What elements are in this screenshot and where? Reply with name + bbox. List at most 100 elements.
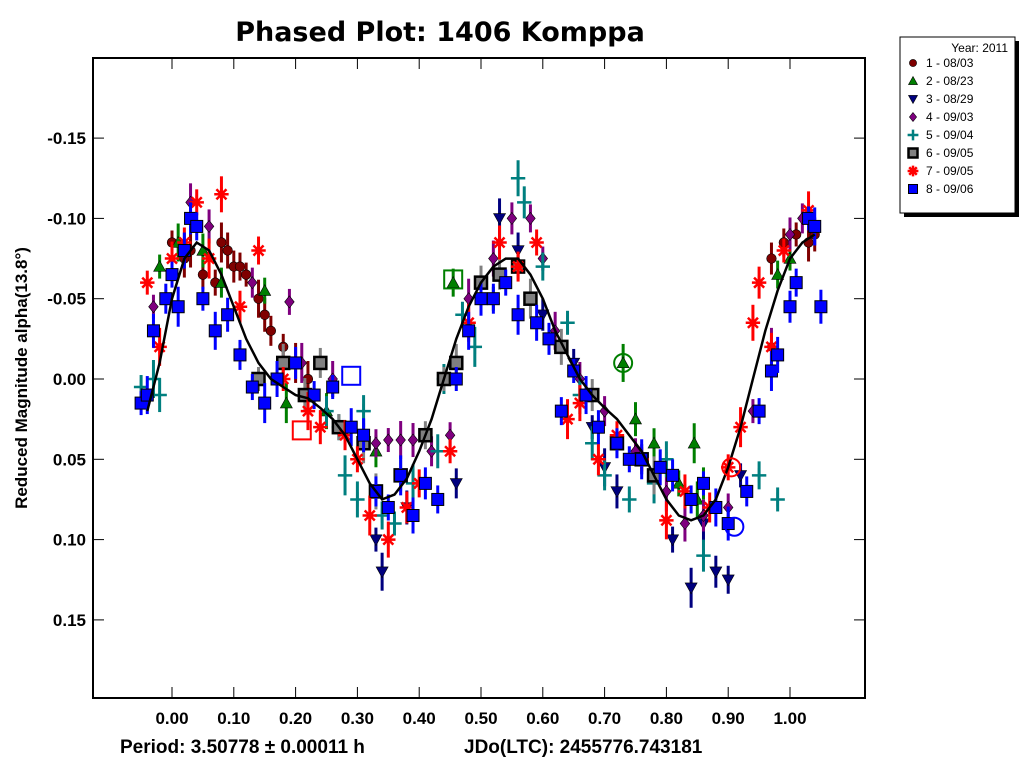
data-point bbox=[554, 404, 568, 418]
data-point bbox=[511, 308, 525, 322]
series-3-08-29 bbox=[369, 198, 748, 608]
y-tick-label: 0.15 bbox=[53, 611, 86, 630]
legend-entry: 5 - 09/04 bbox=[907, 128, 974, 142]
data-point bbox=[506, 211, 518, 225]
data-point bbox=[783, 300, 797, 314]
data-point bbox=[492, 235, 507, 250]
x-tick-label: 0.80 bbox=[650, 709, 683, 728]
data-point bbox=[696, 548, 711, 563]
y-tick-label: -0.05 bbox=[47, 290, 86, 309]
x-tick-label: 0.90 bbox=[712, 709, 745, 728]
data-point bbox=[399, 500, 415, 515]
legend-entry: 6 - 09/05 bbox=[907, 146, 974, 160]
data-point bbox=[510, 259, 526, 274]
data-point bbox=[362, 508, 377, 523]
x-tick-label: 0.10 bbox=[217, 709, 250, 728]
data-point bbox=[383, 433, 394, 447]
highlighted-point bbox=[341, 365, 362, 386]
epoch-label: JDo(LTC): 2455776.743181 bbox=[464, 737, 703, 758]
series-7-09-05 bbox=[140, 176, 816, 558]
data-point bbox=[597, 468, 612, 483]
x-tick-label: 0.20 bbox=[279, 709, 312, 728]
data-point bbox=[764, 364, 778, 378]
data-point bbox=[259, 309, 270, 320]
y-axis-label: Reduced Magnitude alpha(13.8°) bbox=[12, 247, 31, 509]
legend-marker bbox=[907, 75, 919, 85]
data-point bbox=[517, 195, 532, 210]
data-point bbox=[189, 195, 204, 210]
data-point bbox=[197, 269, 208, 280]
x-tick-label: 0.30 bbox=[341, 709, 374, 728]
y-tick-label: -0.15 bbox=[47, 129, 86, 148]
data-point bbox=[152, 387, 167, 403]
x-axis: 0.00 0.10 0.20 0.30 0.40 0.50 0.60 0.70 0.80 0.90… bbox=[155, 58, 807, 728]
data-point bbox=[442, 444, 458, 459]
data-point bbox=[784, 227, 796, 241]
data-point bbox=[536, 309, 550, 322]
data-point bbox=[511, 245, 525, 258]
data-point bbox=[542, 332, 556, 346]
data-point bbox=[241, 269, 252, 280]
legend-entry-label: 6 - 09/05 bbox=[926, 146, 974, 160]
data-point bbox=[510, 171, 526, 186]
data-point bbox=[234, 261, 246, 272]
data-point bbox=[357, 428, 371, 442]
data-point bbox=[493, 213, 507, 226]
legend-marker bbox=[909, 59, 917, 67]
data-point bbox=[406, 509, 420, 523]
plot-frame bbox=[92, 57, 866, 699]
data-point bbox=[687, 436, 701, 449]
legend-entry: 3 - 08/29 bbox=[907, 92, 974, 106]
y-tick-label: 0.00 bbox=[53, 370, 86, 389]
data-point bbox=[499, 276, 513, 290]
data-point bbox=[446, 276, 460, 288]
data-point bbox=[394, 468, 408, 482]
data-point bbox=[572, 395, 588, 411]
x-tick-label: 0.50 bbox=[464, 709, 497, 728]
data-point bbox=[684, 582, 698, 595]
data-point bbox=[764, 339, 779, 355]
data-point bbox=[486, 292, 500, 306]
data-point bbox=[752, 404, 766, 418]
highlighted-point bbox=[721, 457, 742, 478]
legend-marker bbox=[909, 112, 917, 122]
data-point bbox=[337, 468, 353, 483]
legend-entry: 7 - 09/05 bbox=[907, 164, 974, 178]
data-point bbox=[525, 211, 536, 225]
y-tick-label: 0.05 bbox=[53, 450, 86, 469]
data-point bbox=[529, 235, 544, 250]
legend-entry-label: 2 - 08/23 bbox=[926, 74, 974, 88]
data-point bbox=[381, 500, 395, 514]
x-tick-label: 0.60 bbox=[526, 709, 559, 728]
data-point bbox=[153, 259, 167, 272]
highlighted-point bbox=[291, 420, 312, 441]
legend-entry-label: 4 - 09/03 bbox=[926, 110, 974, 124]
chart-title: Phased Plot: 1406 Komppa bbox=[235, 17, 645, 48]
data-point bbox=[232, 299, 248, 314]
legend-entry: 1 - 08/03 bbox=[909, 56, 974, 70]
data-point bbox=[628, 412, 643, 425]
data-point bbox=[616, 356, 630, 369]
fit-curve bbox=[146, 233, 816, 522]
data-point bbox=[721, 574, 735, 587]
data-point bbox=[356, 403, 371, 419]
data-point bbox=[395, 433, 406, 447]
data-point bbox=[146, 324, 160, 338]
data-point bbox=[418, 476, 432, 490]
legend-entry-label: 7 - 09/05 bbox=[926, 164, 974, 178]
data-point bbox=[350, 492, 365, 507]
data-point bbox=[449, 372, 463, 386]
data-point bbox=[214, 187, 229, 202]
data-point bbox=[666, 534, 680, 547]
data-point bbox=[313, 355, 328, 371]
data-point bbox=[196, 292, 210, 306]
legend: Year: 2011 1 - 08/03 2 - 08/23 3 - 08/29 4 … bbox=[899, 36, 1019, 217]
data-point bbox=[672, 476, 686, 489]
data-point bbox=[258, 284, 272, 296]
data-point bbox=[313, 419, 328, 435]
data-point bbox=[560, 411, 575, 427]
data-point bbox=[679, 517, 691, 531]
data-point bbox=[430, 444, 445, 459]
data-point bbox=[734, 470, 748, 482]
